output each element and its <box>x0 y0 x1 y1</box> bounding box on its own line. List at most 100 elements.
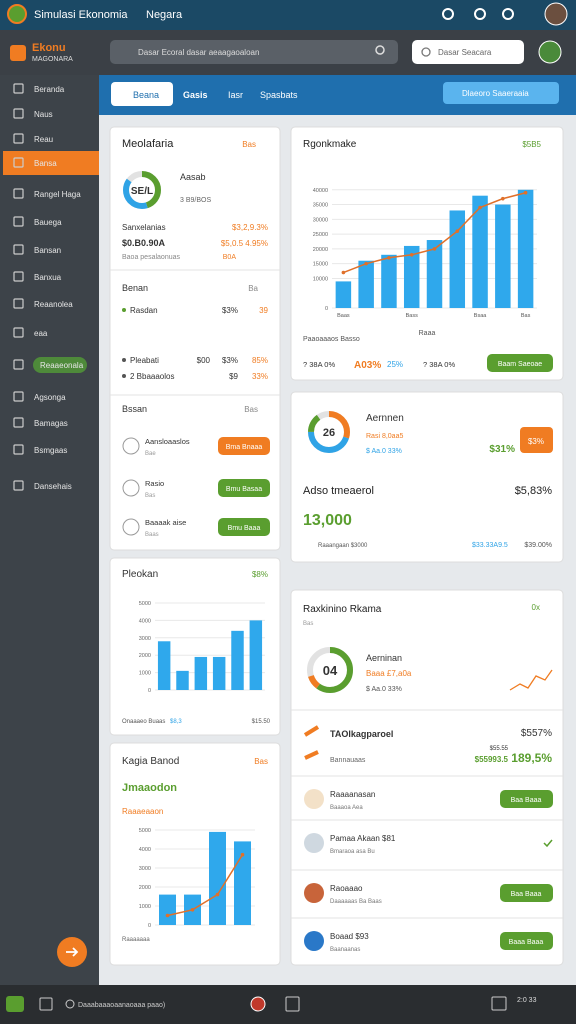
card <box>290 391 564 563</box>
label: A03% <box>354 360 381 371</box>
label: Raaangaan $3000 <box>318 543 368 549</box>
trend-point <box>455 229 460 233</box>
label[interactable]: Bas <box>242 140 256 149</box>
header-avatar <box>538 40 562 64</box>
label[interactable]: $3% <box>528 437 544 446</box>
bar <box>472 195 488 308</box>
sidebar-item[interactable]: Reaaeonala <box>40 361 84 370</box>
search-button[interactable] <box>412 40 524 64</box>
label: Sanxelanias <box>122 223 166 232</box>
action-button[interactable] <box>500 790 553 808</box>
label: Raoaaao <box>330 884 363 893</box>
sidebar-item[interactable]: Bansan <box>34 246 61 255</box>
label: MAGONARA <box>32 56 73 63</box>
sidebar-item[interactable]: Bauega <box>34 218 62 227</box>
top-icon <box>442 8 454 20</box>
sidebar-item[interactable]: Naus <box>34 110 53 119</box>
action-button[interactable] <box>218 437 270 455</box>
label: $3,2,9.3% <box>232 223 268 232</box>
trend-point <box>215 892 220 897</box>
y-tick-label: 4000 <box>139 847 151 853</box>
label: Aasab <box>180 172 206 182</box>
label: $39.00% <box>524 542 552 549</box>
label: 04 <box>323 663 338 678</box>
taskbar-icon[interactable] <box>39 997 53 1011</box>
label: Dasar Ecoral dasar aeaagaoaloan <box>138 48 259 57</box>
label: Dasar Seacara <box>438 48 492 57</box>
tab[interactable]: Beana <box>133 90 159 100</box>
label: 26 <box>323 427 335 439</box>
sidebar-item[interactable]: Bansa <box>34 159 57 168</box>
tab-active[interactable] <box>111 82 173 106</box>
bar <box>176 670 189 690</box>
label: Paaoaaaos Basso <box>303 336 360 343</box>
label[interactable]: Baa Baaa <box>511 797 542 804</box>
fab-arrow[interactable] <box>66 947 79 957</box>
sidebar-icon <box>13 391 24 402</box>
label[interactable]: $8% <box>252 570 268 579</box>
action-button[interactable] <box>520 427 553 453</box>
taskbar-icon[interactable] <box>491 996 507 1011</box>
label: Baoa pesalaonuas <box>122 254 180 261</box>
y-tick-label: 40000 <box>313 188 328 194</box>
label: Baas <box>145 532 159 538</box>
sidebar-item[interactable]: Agsonga <box>34 393 66 402</box>
start-button[interactable] <box>6 996 24 1012</box>
label[interactable]: Ba <box>248 284 258 293</box>
bar <box>249 620 263 690</box>
label[interactable]: Bas <box>244 405 258 414</box>
action-button[interactable] <box>487 354 553 372</box>
label[interactable]: Dlaeoro Saaeraaia <box>462 89 529 98</box>
label[interactable]: Bma Bnaaa <box>226 444 263 451</box>
label[interactable]: 0x <box>532 603 540 612</box>
action-button[interactable] <box>500 884 553 902</box>
label: SE/L <box>131 186 153 197</box>
label: 39 <box>259 306 268 315</box>
bar <box>358 260 374 308</box>
tab[interactable]: Gasis <box>183 90 208 100</box>
search-bar[interactable] <box>110 40 398 64</box>
item-icon <box>304 931 324 951</box>
label: Rasio <box>145 479 164 488</box>
sidebar-item[interactable]: eaa <box>34 329 48 338</box>
tab[interactable]: Iasr <box>228 90 243 100</box>
label[interactable]: Bas <box>254 757 268 766</box>
action-button[interactable] <box>218 479 270 497</box>
trend-point <box>478 205 482 210</box>
x-tick-label: Baas <box>337 313 350 319</box>
label[interactable]: Bmu Baaa <box>228 525 261 532</box>
sidebar-item[interactable]: Bamagas <box>34 419 68 428</box>
sidebar-item[interactable]: Dansehais <box>34 482 72 491</box>
sidebar-pill[interactable] <box>33 357 87 373</box>
item-icon <box>304 789 324 809</box>
trend-point <box>341 270 346 275</box>
action-button[interactable] <box>218 518 270 536</box>
sidebar-item[interactable]: Beranda <box>34 85 65 94</box>
sidebar-item[interactable]: Banxua <box>34 273 62 282</box>
sidebar-item[interactable]: Reau <box>34 135 53 144</box>
label[interactable]: Baam Saeoae <box>498 361 542 368</box>
label: $55993.5 <box>475 755 509 764</box>
label[interactable]: Bmu Basaa <box>226 486 262 493</box>
label: Bssan <box>122 404 147 414</box>
sidebar-item[interactable]: Rangel Haga <box>34 190 81 199</box>
label: $31% <box>489 444 515 455</box>
label[interactable]: Baa Baaa <box>511 891 542 898</box>
action-button[interactable] <box>500 932 553 950</box>
tab[interactable]: Spasbats <box>260 90 298 100</box>
label: Baaa £7,a0a <box>366 669 412 678</box>
label: 2:0 33 <box>517 997 537 1004</box>
label: Bas <box>145 493 155 499</box>
sidebar <box>0 75 99 985</box>
label: Bannauaas <box>330 757 366 764</box>
label[interactable]: Baaa Baaa <box>509 939 544 946</box>
label[interactable]: $5B5 <box>522 140 541 149</box>
tab-button[interactable] <box>443 82 559 104</box>
sidebar-item[interactable]: Reaanolea <box>34 300 73 309</box>
label: Aernnen <box>366 413 404 424</box>
bar <box>426 240 443 308</box>
sidebar-item[interactable]: Bsmgaas <box>34 446 67 455</box>
taskbar-icon[interactable] <box>285 996 300 1012</box>
item-icon <box>122 518 140 536</box>
card <box>109 557 281 736</box>
